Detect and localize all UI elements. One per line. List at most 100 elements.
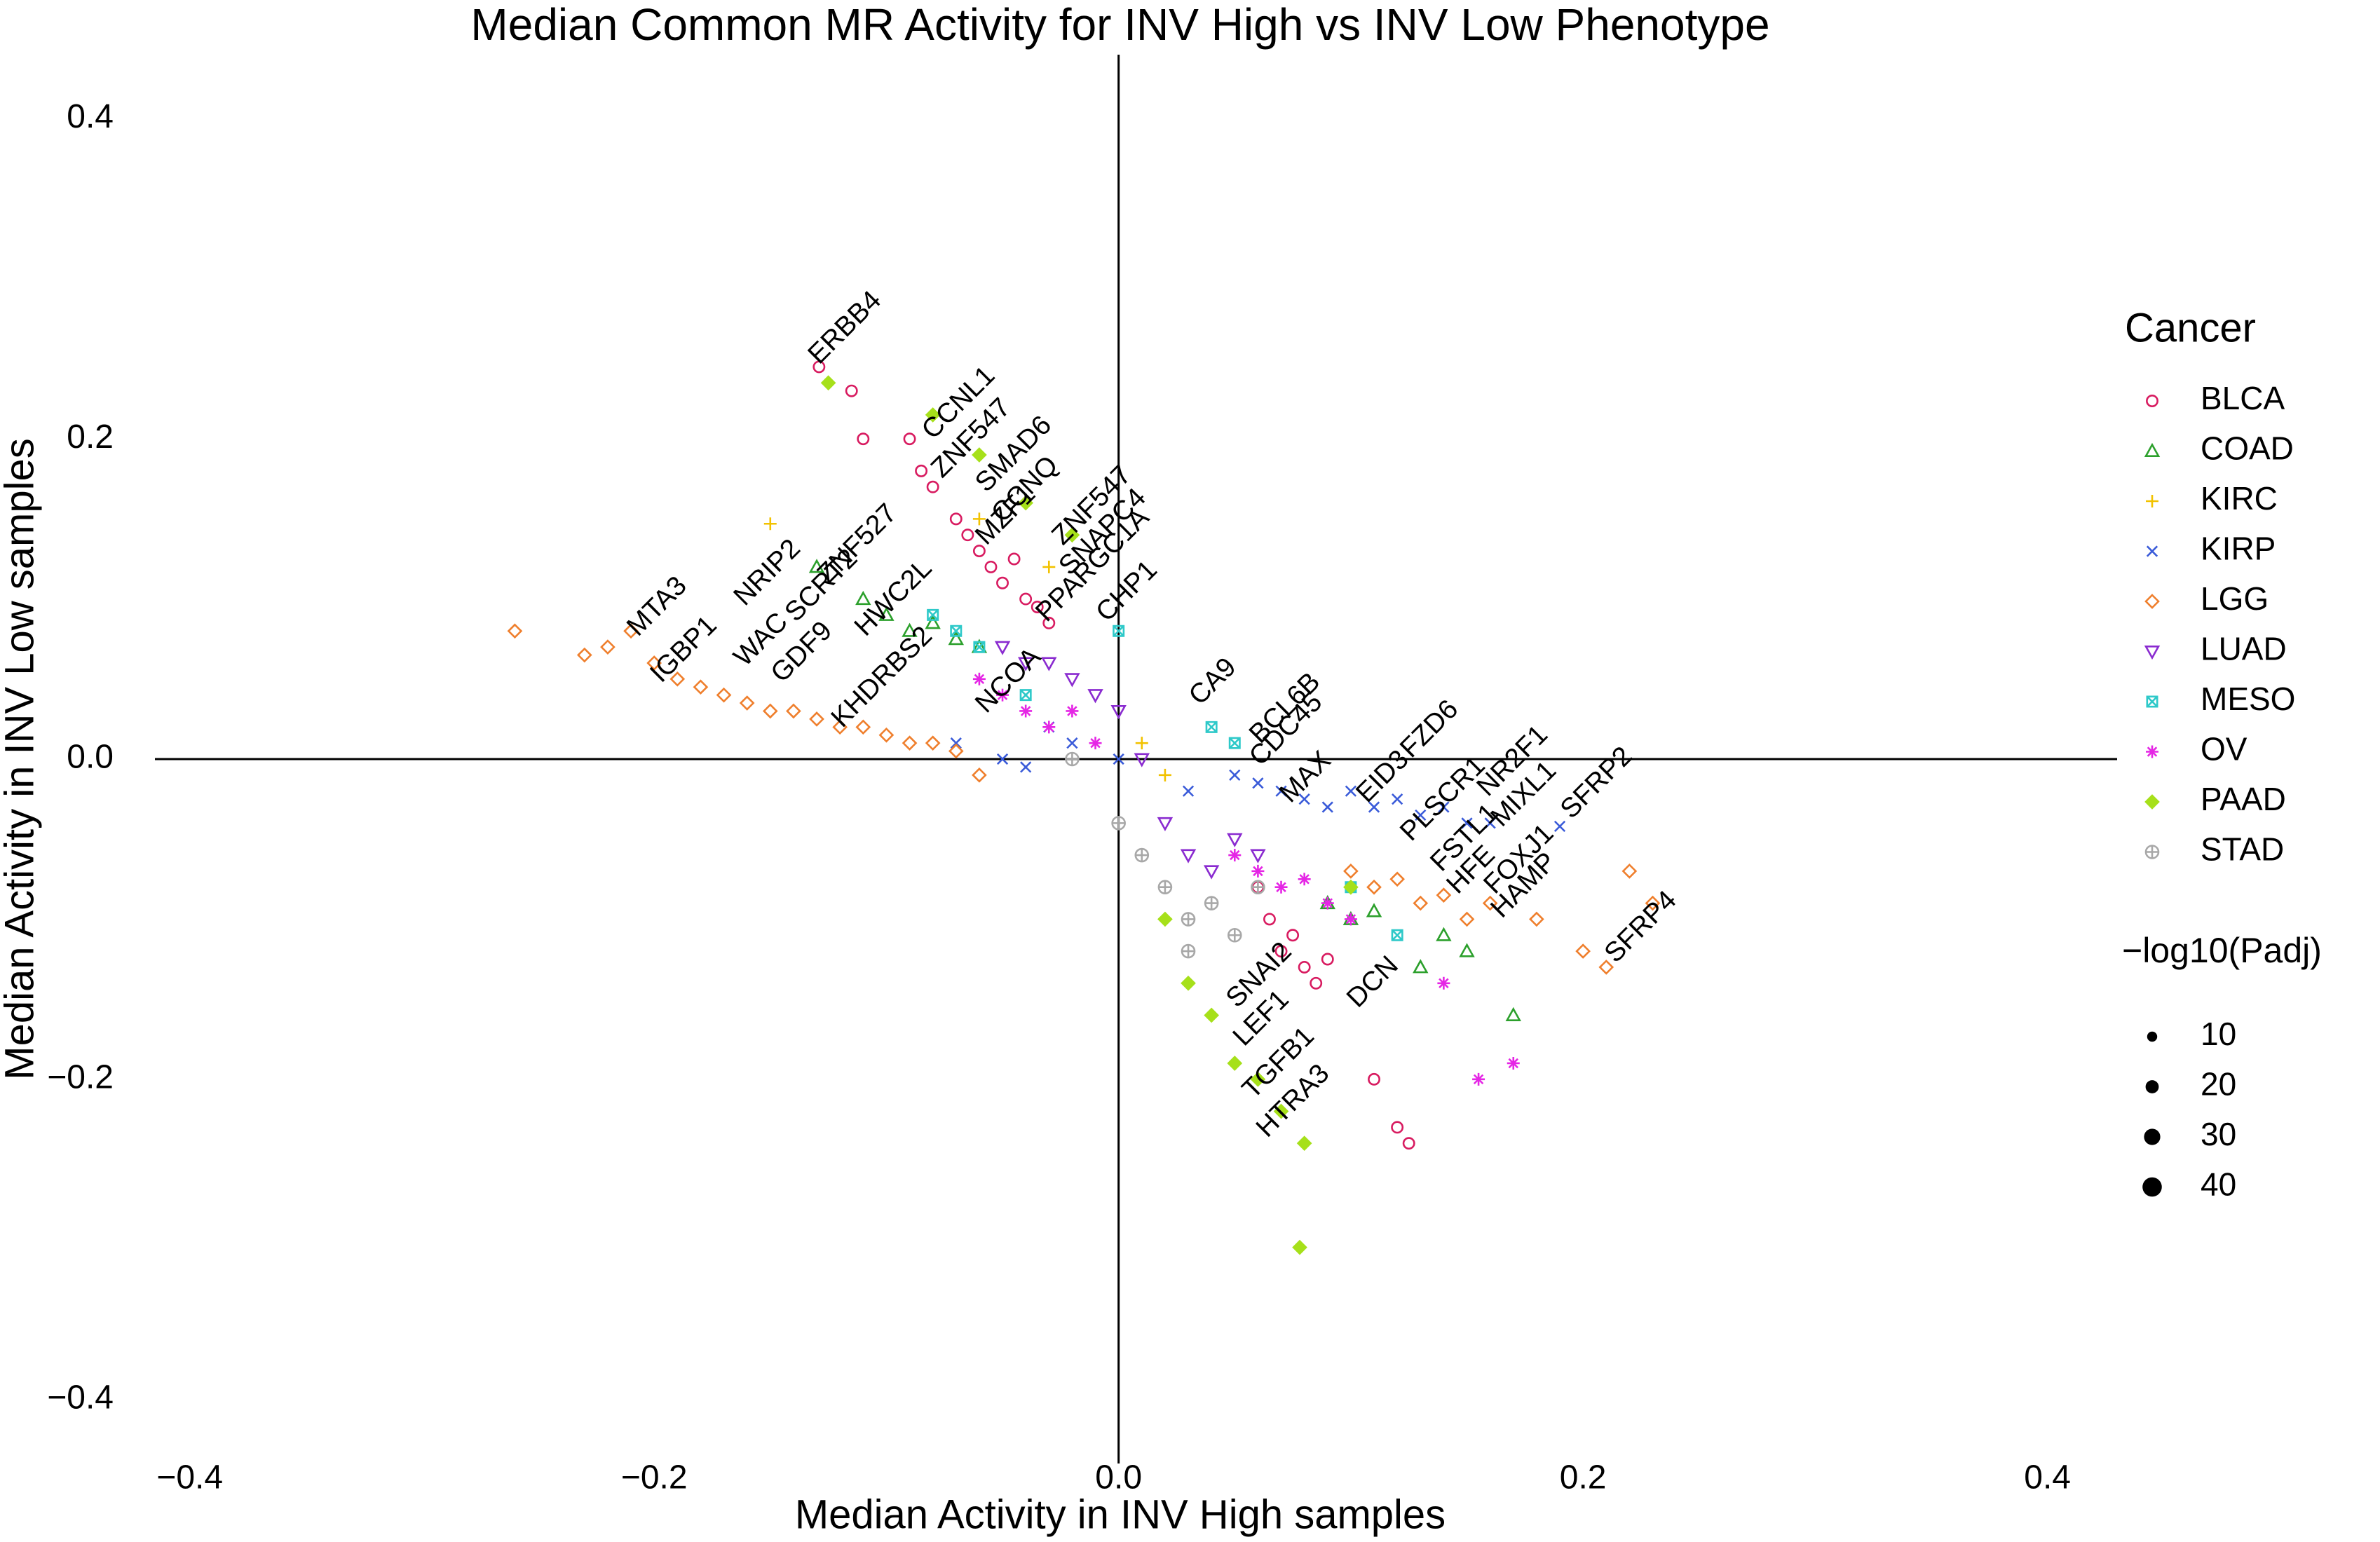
point — [972, 767, 987, 783]
point — [1459, 943, 1475, 957]
point — [1228, 849, 1242, 862]
size-legend-label: 40 — [2201, 1166, 2236, 1203]
x-tick-label: 0.0 — [1095, 1459, 1142, 1496]
point — [1321, 801, 1333, 813]
legend-label: PAAD — [2201, 781, 2286, 817]
point — [1017, 657, 1034, 671]
point — [1344, 913, 1357, 926]
point — [973, 641, 986, 653]
point — [1180, 849, 1197, 864]
point — [1020, 761, 1032, 773]
point — [1227, 1056, 1243, 1071]
point — [812, 360, 826, 374]
series-group — [972, 672, 1520, 1086]
x-tick-label: 0.2 — [1560, 1459, 1607, 1496]
chart-title: Median Common MR Activity for INV High v… — [470, 0, 1769, 50]
point — [915, 464, 928, 477]
size-legend-label: 30 — [2201, 1116, 2236, 1152]
point — [878, 727, 895, 743]
point — [1368, 801, 1380, 813]
point — [1181, 912, 1196, 927]
legend-marker — [2146, 395, 2158, 407]
legend-marker — [2146, 745, 2158, 758]
point — [1438, 801, 1450, 813]
point — [1134, 753, 1150, 767]
point — [1113, 753, 1124, 765]
point — [1263, 913, 1276, 926]
point — [1042, 721, 1056, 734]
y-tick-label: 0.2 — [67, 418, 114, 456]
legend-label: BLCA — [2201, 380, 2285, 416]
point — [1274, 945, 1288, 958]
point — [1310, 976, 1323, 990]
legend-marker — [2144, 646, 2161, 660]
point — [926, 480, 939, 493]
point — [646, 655, 662, 671]
point — [972, 447, 987, 463]
point — [1391, 929, 1403, 941]
point — [1321, 896, 1334, 910]
point — [845, 384, 858, 397]
point — [1204, 1007, 1219, 1023]
point — [948, 743, 964, 759]
point — [1064, 673, 1080, 688]
legend-title: Cancer — [2125, 305, 2256, 350]
legend-marker — [2144, 442, 2161, 457]
point — [1204, 896, 1219, 910]
point — [1321, 953, 1334, 966]
point — [1019, 704, 1033, 718]
point — [925, 407, 941, 423]
point — [961, 528, 974, 542]
point — [878, 606, 895, 621]
point — [1368, 1072, 1380, 1086]
legend-marker — [2144, 845, 2160, 859]
point — [762, 703, 778, 719]
legend-label: COAD — [2201, 430, 2294, 467]
point — [1203, 865, 1220, 880]
point — [669, 671, 686, 687]
point — [1158, 768, 1171, 782]
series-group — [1065, 751, 1265, 959]
point — [600, 639, 616, 655]
point — [1250, 1071, 1266, 1087]
point — [1275, 785, 1287, 797]
point — [1042, 616, 1056, 629]
point — [1019, 689, 1032, 702]
point — [927, 608, 939, 621]
legend-marker — [2144, 594, 2160, 609]
x-tick-label: 0.4 — [2024, 1459, 2071, 1496]
series-group — [507, 623, 1661, 975]
point — [623, 623, 639, 639]
point — [1274, 880, 1288, 894]
point — [903, 432, 916, 446]
series-group — [808, 559, 1521, 1021]
size-legend-title: −log10(Padj) — [2122, 931, 2322, 970]
point — [1296, 1135, 1312, 1152]
size-legend-marker — [2142, 1177, 2162, 1197]
series-group — [950, 721, 1566, 833]
point — [1621, 864, 1638, 879]
point — [1018, 495, 1033, 511]
point — [1298, 873, 1311, 886]
point — [902, 735, 918, 751]
legend-label: MESO — [2201, 681, 2295, 717]
point — [1389, 871, 1405, 887]
point — [1089, 737, 1102, 750]
legend-label: KIRP — [2201, 531, 2276, 567]
point — [1286, 929, 1300, 942]
point — [576, 647, 592, 663]
point — [925, 735, 941, 751]
point — [1298, 793, 1310, 805]
size-legend-marker — [2145, 1080, 2159, 1093]
x-tick-label: −0.4 — [156, 1459, 223, 1496]
point — [972, 512, 986, 526]
point — [786, 703, 801, 719]
point — [948, 631, 964, 646]
size-legend-marker — [2147, 1031, 2158, 1042]
legend-marker — [2146, 495, 2158, 507]
point — [902, 622, 918, 637]
point — [1007, 552, 1021, 566]
point — [1343, 879, 1359, 895]
y-axis-label: Median Activity in INV Low samples — [0, 438, 42, 1079]
